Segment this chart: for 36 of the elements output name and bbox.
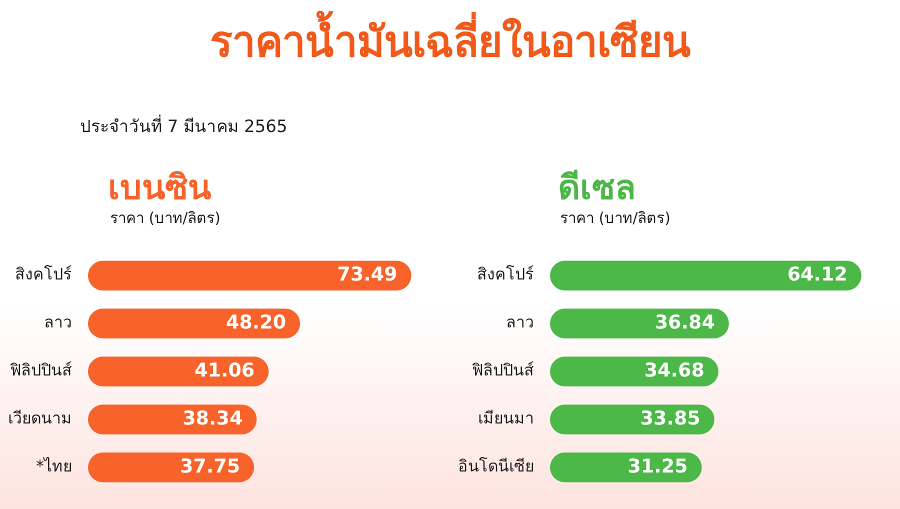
bar [550, 356, 718, 386]
data-label: 31.25 [628, 455, 688, 478]
y-tick-label: ฟิลิปปินส์ [472, 360, 534, 380]
bar [88, 452, 254, 482]
chart-subtitle: ประจำวันที่ 7 มีนาคม 2565 [80, 114, 288, 139]
data-label: 48.20 [226, 311, 286, 334]
y-tick-label: ฟิลิปปินส์ [10, 360, 72, 380]
y-tick-label: ลาว [506, 312, 534, 332]
data-label: 41.06 [194, 359, 255, 382]
y-tick-label: เมียนมา [478, 408, 534, 428]
y-tick-label: ลาว [44, 312, 72, 332]
bar [550, 260, 862, 290]
bar [88, 404, 257, 434]
y-tick-label: สิงคโปร์ [477, 264, 534, 284]
data-label: 34.68 [644, 359, 704, 382]
data-label: 73.49 [337, 264, 398, 286]
bar [550, 404, 714, 434]
x-axis-title: ราคา (บาท/ลิตร) [560, 209, 671, 227]
x-axis-title: ราคา (บาท/ลิตร) [110, 209, 221, 227]
data-label: 36.84 [654, 311, 715, 334]
bar [550, 452, 702, 482]
bar [88, 308, 300, 338]
data-label: 33.85 [640, 407, 700, 430]
text: ดีเซล [558, 168, 636, 208]
text: เบนซิน [108, 168, 211, 208]
y-tick-label: *ไทย [36, 456, 72, 476]
bar [88, 260, 412, 290]
chart-title: ราคาน้ำมันเฉลี่ยในอาเซียน [209, 10, 692, 68]
data-label: 64.12 [787, 264, 848, 286]
y-tick-label: อินโดนีเซีย [458, 456, 534, 476]
bar [88, 356, 269, 386]
y-tick-label: เวียดนาม [8, 408, 72, 428]
y-tick-label: สิงคโปร์ [15, 264, 72, 284]
bar [550, 308, 729, 338]
data-label: 37.75 [180, 455, 240, 478]
data-label: 38.34 [182, 407, 243, 430]
